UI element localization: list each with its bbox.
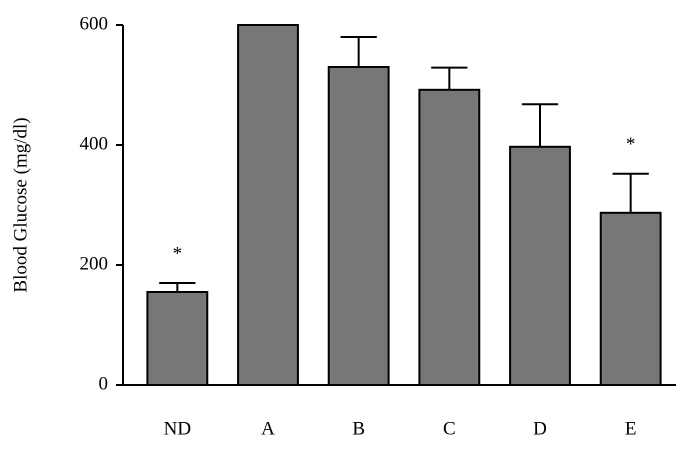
- annotation: *: [173, 243, 183, 264]
- x-tick-label: E: [625, 418, 637, 439]
- y-tick-label: 0: [99, 373, 109, 394]
- x-tick-label: ND: [164, 418, 191, 439]
- bar: [146, 291, 209, 386]
- x-tick-label: B: [352, 418, 365, 439]
- bar: [599, 211, 662, 386]
- error-bar: [159, 282, 196, 292]
- error-bar: [612, 172, 649, 213]
- error-bar: [340, 36, 377, 67]
- error-bar: [431, 66, 468, 90]
- y-tick-label: 200: [80, 253, 109, 274]
- y-tick-label: 600: [80, 13, 109, 34]
- bar: [509, 145, 571, 386]
- x-tick-label: C: [443, 418, 456, 439]
- bar: [327, 66, 390, 386]
- x-tick-label: D: [533, 418, 547, 439]
- y-axis-label: Blood Glucose (mg/dl): [10, 117, 31, 292]
- error-bar: [521, 103, 559, 147]
- y-tick-label: 400: [80, 133, 109, 154]
- bar: [418, 88, 481, 387]
- bar: [237, 24, 299, 386]
- annotation: *: [626, 134, 636, 155]
- x-tick-label: A: [261, 418, 275, 439]
